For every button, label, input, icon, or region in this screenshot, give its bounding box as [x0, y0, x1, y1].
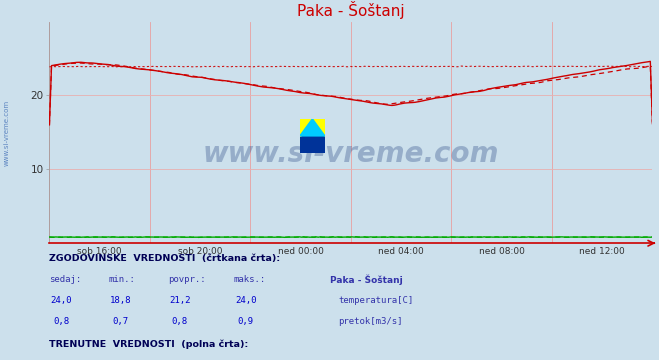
Text: 18,8: 18,8: [110, 296, 131, 305]
Text: 24,0: 24,0: [235, 296, 256, 305]
Text: 21,2: 21,2: [169, 296, 190, 305]
Title: Paka - Šoštanj: Paka - Šoštanj: [297, 1, 405, 19]
Text: www.si-vreme.com: www.si-vreme.com: [3, 100, 10, 166]
Text: TRENUTNE  VREDNOSTI  (polna črta):: TRENUTNE VREDNOSTI (polna črta):: [49, 339, 248, 349]
Text: 0,8: 0,8: [172, 317, 188, 326]
Polygon shape: [300, 119, 312, 136]
Text: www.si-vreme.com: www.si-vreme.com: [203, 140, 499, 168]
Text: Paka - Šoštanj: Paka - Šoštanj: [330, 275, 402, 285]
Polygon shape: [300, 119, 325, 136]
Text: pretok[m3/s]: pretok[m3/s]: [338, 317, 403, 326]
Text: sedaj:: sedaj:: [49, 275, 82, 284]
Text: povpr.:: povpr.:: [168, 275, 206, 284]
Text: min.:: min.:: [109, 275, 136, 284]
Text: maks.:: maks.:: [234, 275, 266, 284]
Text: 0,9: 0,9: [238, 317, 254, 326]
Text: 0,7: 0,7: [113, 317, 129, 326]
Text: 0,8: 0,8: [53, 317, 69, 326]
Text: 24,0: 24,0: [51, 296, 72, 305]
Polygon shape: [300, 136, 325, 153]
Text: temperatura[C]: temperatura[C]: [338, 296, 413, 305]
Text: ZGODOVINSKE  VREDNOSTI  (črtkana črta):: ZGODOVINSKE VREDNOSTI (črtkana črta):: [49, 254, 281, 263]
Polygon shape: [312, 119, 325, 136]
